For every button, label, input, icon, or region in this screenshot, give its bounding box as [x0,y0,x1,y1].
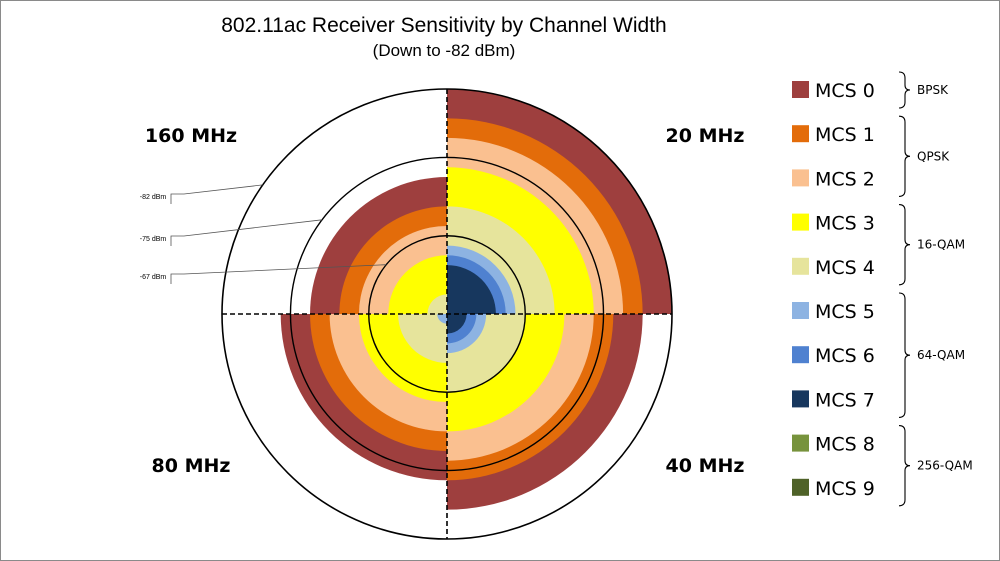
annotation-leader-minus67dbm [170,264,387,284]
sector-40mhz-mcs7 [447,314,467,334]
group-label-64qam: 64-QAM [917,348,965,362]
group-bracket-256qam [898,425,911,507]
legend-label-mcs3: MCS 3 [815,213,875,235]
sector-160mhz-mcs4 [427,294,447,314]
annotation-label-minus67dbm: -67 dBm [140,274,167,281]
legend-swatch-mcs5 [792,302,809,319]
quadrant-dividers [222,89,672,539]
quadrant-label-20mhz: 20 MHz [666,125,745,147]
legend-swatch-mcs8 [792,434,809,452]
legend-swatch-mcs7 [792,390,809,408]
legend-label-mcs5: MCS 5 [815,301,875,323]
annotation-label-minus75dbm: -75 dBm [140,236,167,243]
ring-sectors [280,89,672,510]
group-label-bpsk: BPSK [917,83,949,97]
group-label-256qam: 256-QAM [917,459,973,473]
legend-label-mcs4: MCS 4 [815,257,875,279]
quadrant-label-80mhz: 80 MHz [152,455,231,477]
group-bracket-bpsk [898,71,911,109]
chart-subtitle: (Down to -82 dBm) [373,41,516,60]
sector-160mhz-mcs3 [388,255,447,314]
legend-label-mcs7: MCS 7 [815,389,875,411]
legend-swatch-mcs2 [792,169,809,187]
group-bracket-64qam [898,292,911,418]
legend-group-brackets: BPSK QPSK 16-QAM 64-QAM 256-QAM [898,71,973,507]
annotation-leader-minus75dbm [170,219,323,246]
group-bracket-16qam [898,204,911,286]
annotation-leader-minus82dbm [170,184,263,204]
legend-swatch-mcs3 [792,213,809,231]
legend-label-mcs2: MCS 2 [815,168,875,190]
reference-annotations: -82 dBm -75 dBm -67 dBm [140,184,387,284]
legend-swatch-mcs4 [792,257,809,275]
legend: MCS 0 MCS 1 MCS 2 MCS 3 MCS 4 MCS 5 MCS 6 MCS 7… [792,80,875,500]
chart-title: 802.11ac Receiver Sensitivity by Channel… [221,14,667,37]
legend-label-mcs8: MCS 8 [815,434,875,456]
legend-swatch-mcs6 [792,346,809,364]
annotation-label-minus82dbm: -82 dBm [140,194,167,201]
sector-20mhz-mcs7 [447,265,496,314]
legend-label-mcs9: MCS 9 [815,478,875,500]
group-label-16qam: 16-QAM [917,238,965,252]
sector-80mhz-mcs4 [398,314,447,363]
sector-80mhz-mcs5 [437,314,447,324]
legend-label-mcs1: MCS 1 [815,124,875,146]
quadrant-label-160mhz: 160 MHz [145,125,237,147]
legend-swatch-mcs9 [792,478,809,496]
legend-swatch-mcs0 [792,81,809,98]
group-label-qpsk: QPSK [917,149,950,163]
quadrant-label-40mhz: 40 MHz [666,455,745,477]
legend-label-mcs0: MCS 0 [815,80,875,102]
legend-swatch-mcs1 [792,125,809,143]
legend-label-mcs6: MCS 6 [815,345,875,367]
group-bracket-qpsk [898,115,911,197]
